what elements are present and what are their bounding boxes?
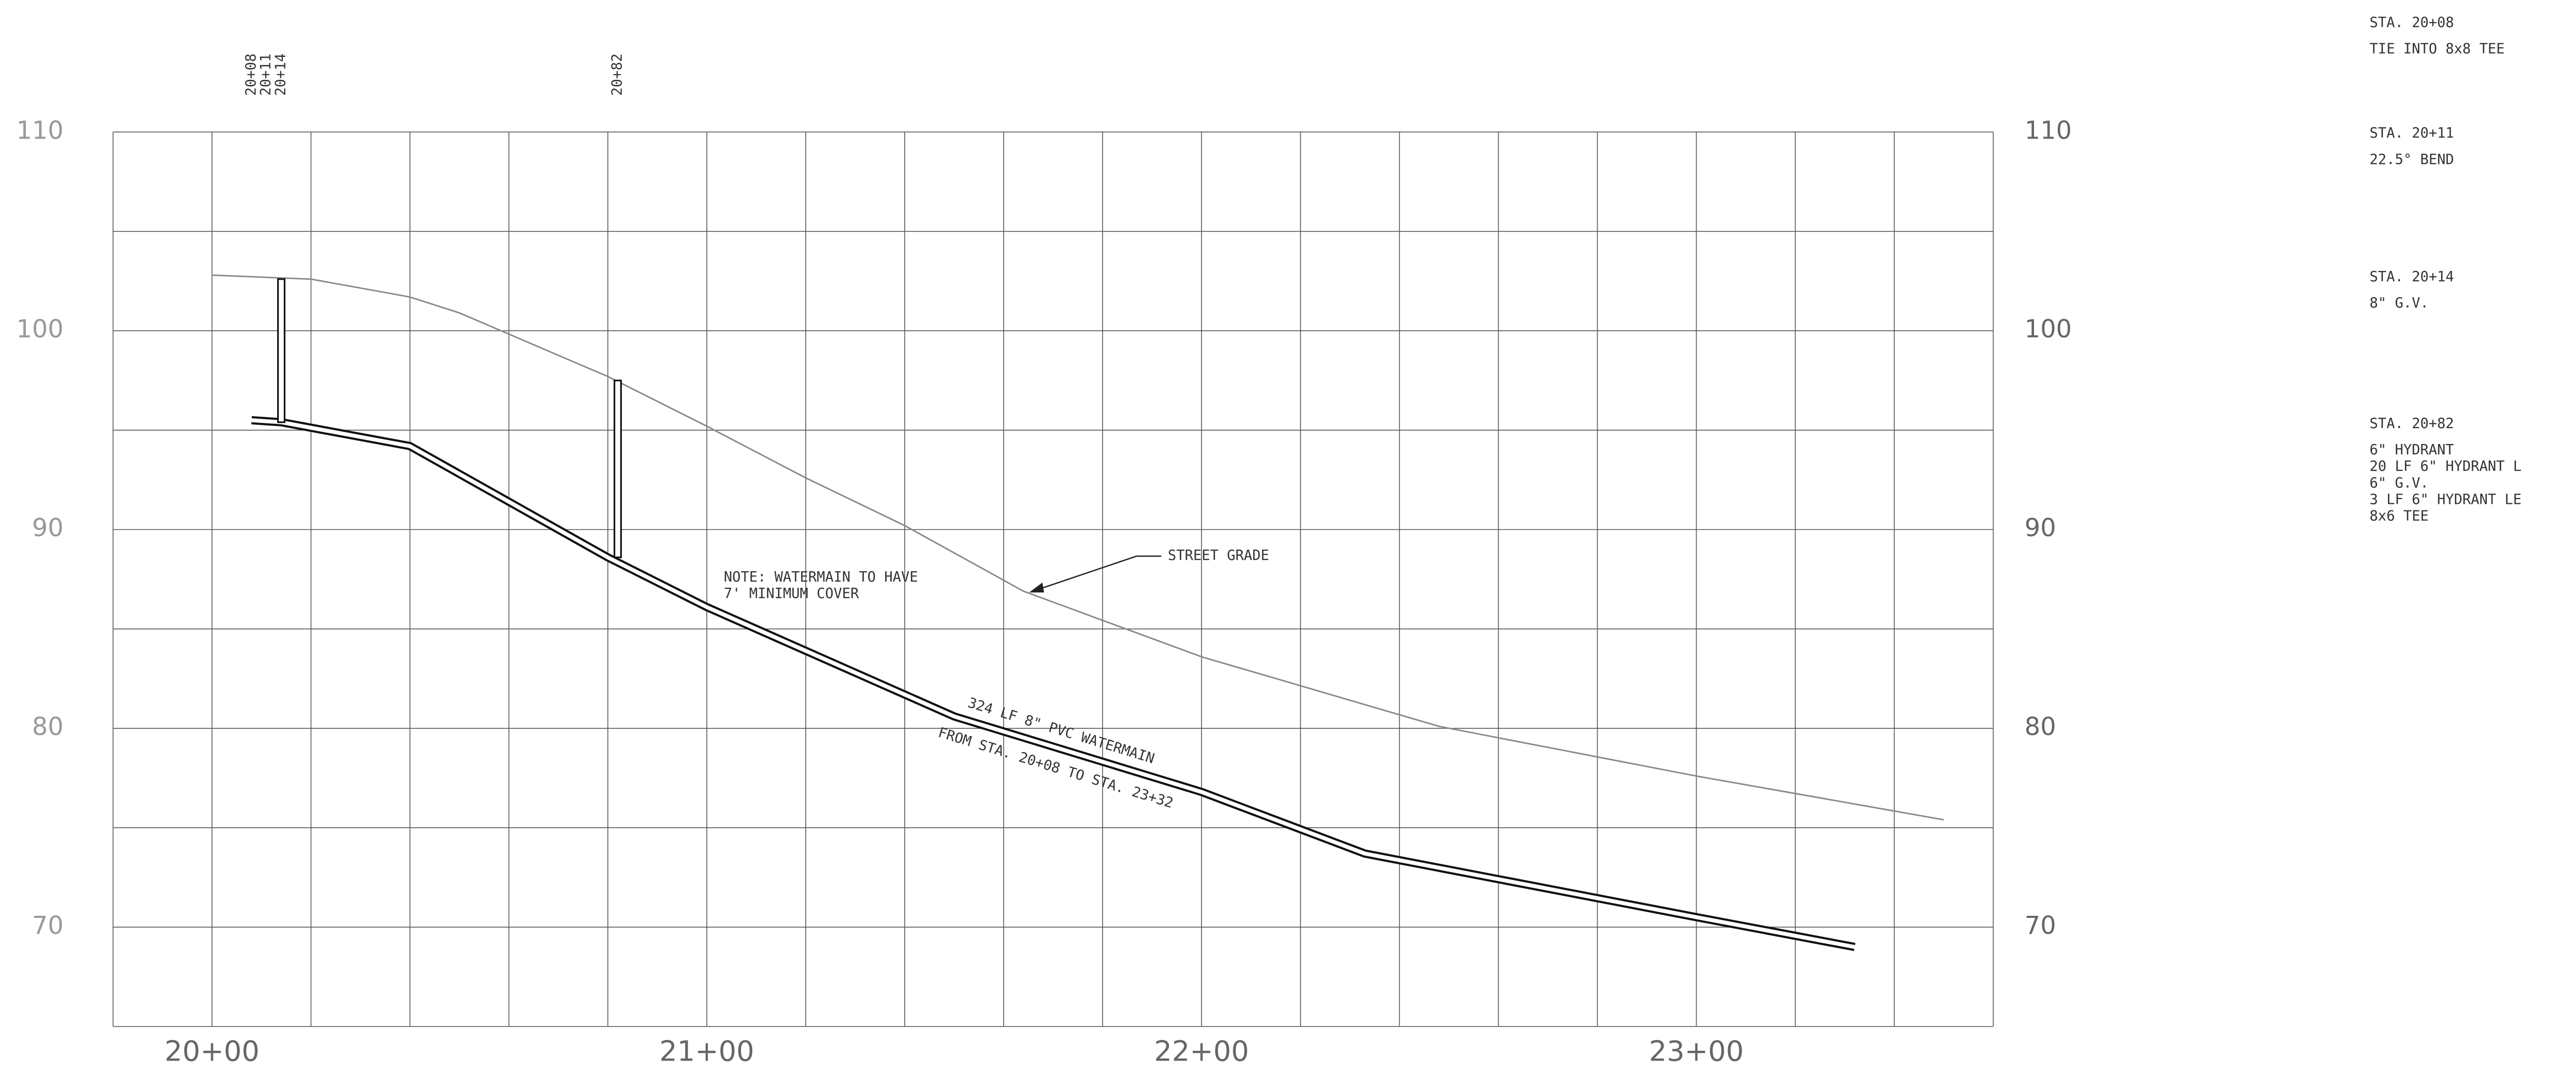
x-tick-label: 23+00 (1649, 1034, 1743, 1067)
note-text: NOTE: WATERMAIN TO HAVE (724, 569, 918, 585)
note-text: 7' MINIMUM COVER (724, 586, 859, 602)
arrowhead (1029, 583, 1044, 593)
station-label: 20+14 (273, 54, 289, 96)
station-label: 20+11 (258, 54, 274, 96)
note-station: STA. 20+14 (2369, 269, 2454, 285)
note-line: 22.5° BEND (2369, 151, 2454, 167)
riser (277, 278, 285, 423)
y-tick-label: 100 (16, 315, 64, 344)
y-tick-label: 80 (32, 712, 63, 741)
y-tick-label: 70 (32, 911, 63, 940)
note-line: TIE INTO 8x8 TEE (2369, 41, 2504, 57)
note-station: STA. 20+08 (2369, 14, 2454, 30)
y-tick-label: 90 (32, 514, 63, 542)
riser (613, 380, 622, 558)
watermain (251, 418, 1855, 949)
y-tick-label-right: 110 (2025, 116, 2072, 145)
leader (1033, 555, 1161, 592)
note-line: 8" G.V. (2369, 295, 2429, 311)
watermain-outline (251, 416, 1856, 951)
y-tick-label-right: 90 (2025, 514, 2056, 542)
note-line: 8x6 TEE (2369, 508, 2429, 524)
y-tick-label-right: 80 (2025, 712, 2056, 741)
note-line: 3 LF 6" HYDRANT LE (2369, 491, 2521, 507)
y-tick-label-right: 70 (2025, 911, 2056, 940)
street-grade (212, 274, 1944, 821)
note-line: 20 LF 6" HYDRANT L (2369, 458, 2521, 474)
note-station: STA. 20+82 (2369, 416, 2454, 432)
x-tick-label: 22+00 (1154, 1034, 1249, 1067)
note-line: 6" G.V. (2369, 475, 2429, 491)
station-label: 20+82 (609, 54, 625, 96)
street-grade-label: STREET GRADE (1168, 548, 1269, 563)
y-tick-label: 110 (16, 116, 64, 145)
note-line: 6" HYDRANT (2369, 442, 2454, 458)
x-tick-label: 20+00 (164, 1034, 259, 1067)
x-tick-label: 21+00 (659, 1034, 754, 1067)
y-tick-label-right: 100 (2025, 315, 2072, 344)
station-label: 20+08 (243, 54, 259, 96)
note-station: STA. 20+11 (2369, 125, 2454, 141)
